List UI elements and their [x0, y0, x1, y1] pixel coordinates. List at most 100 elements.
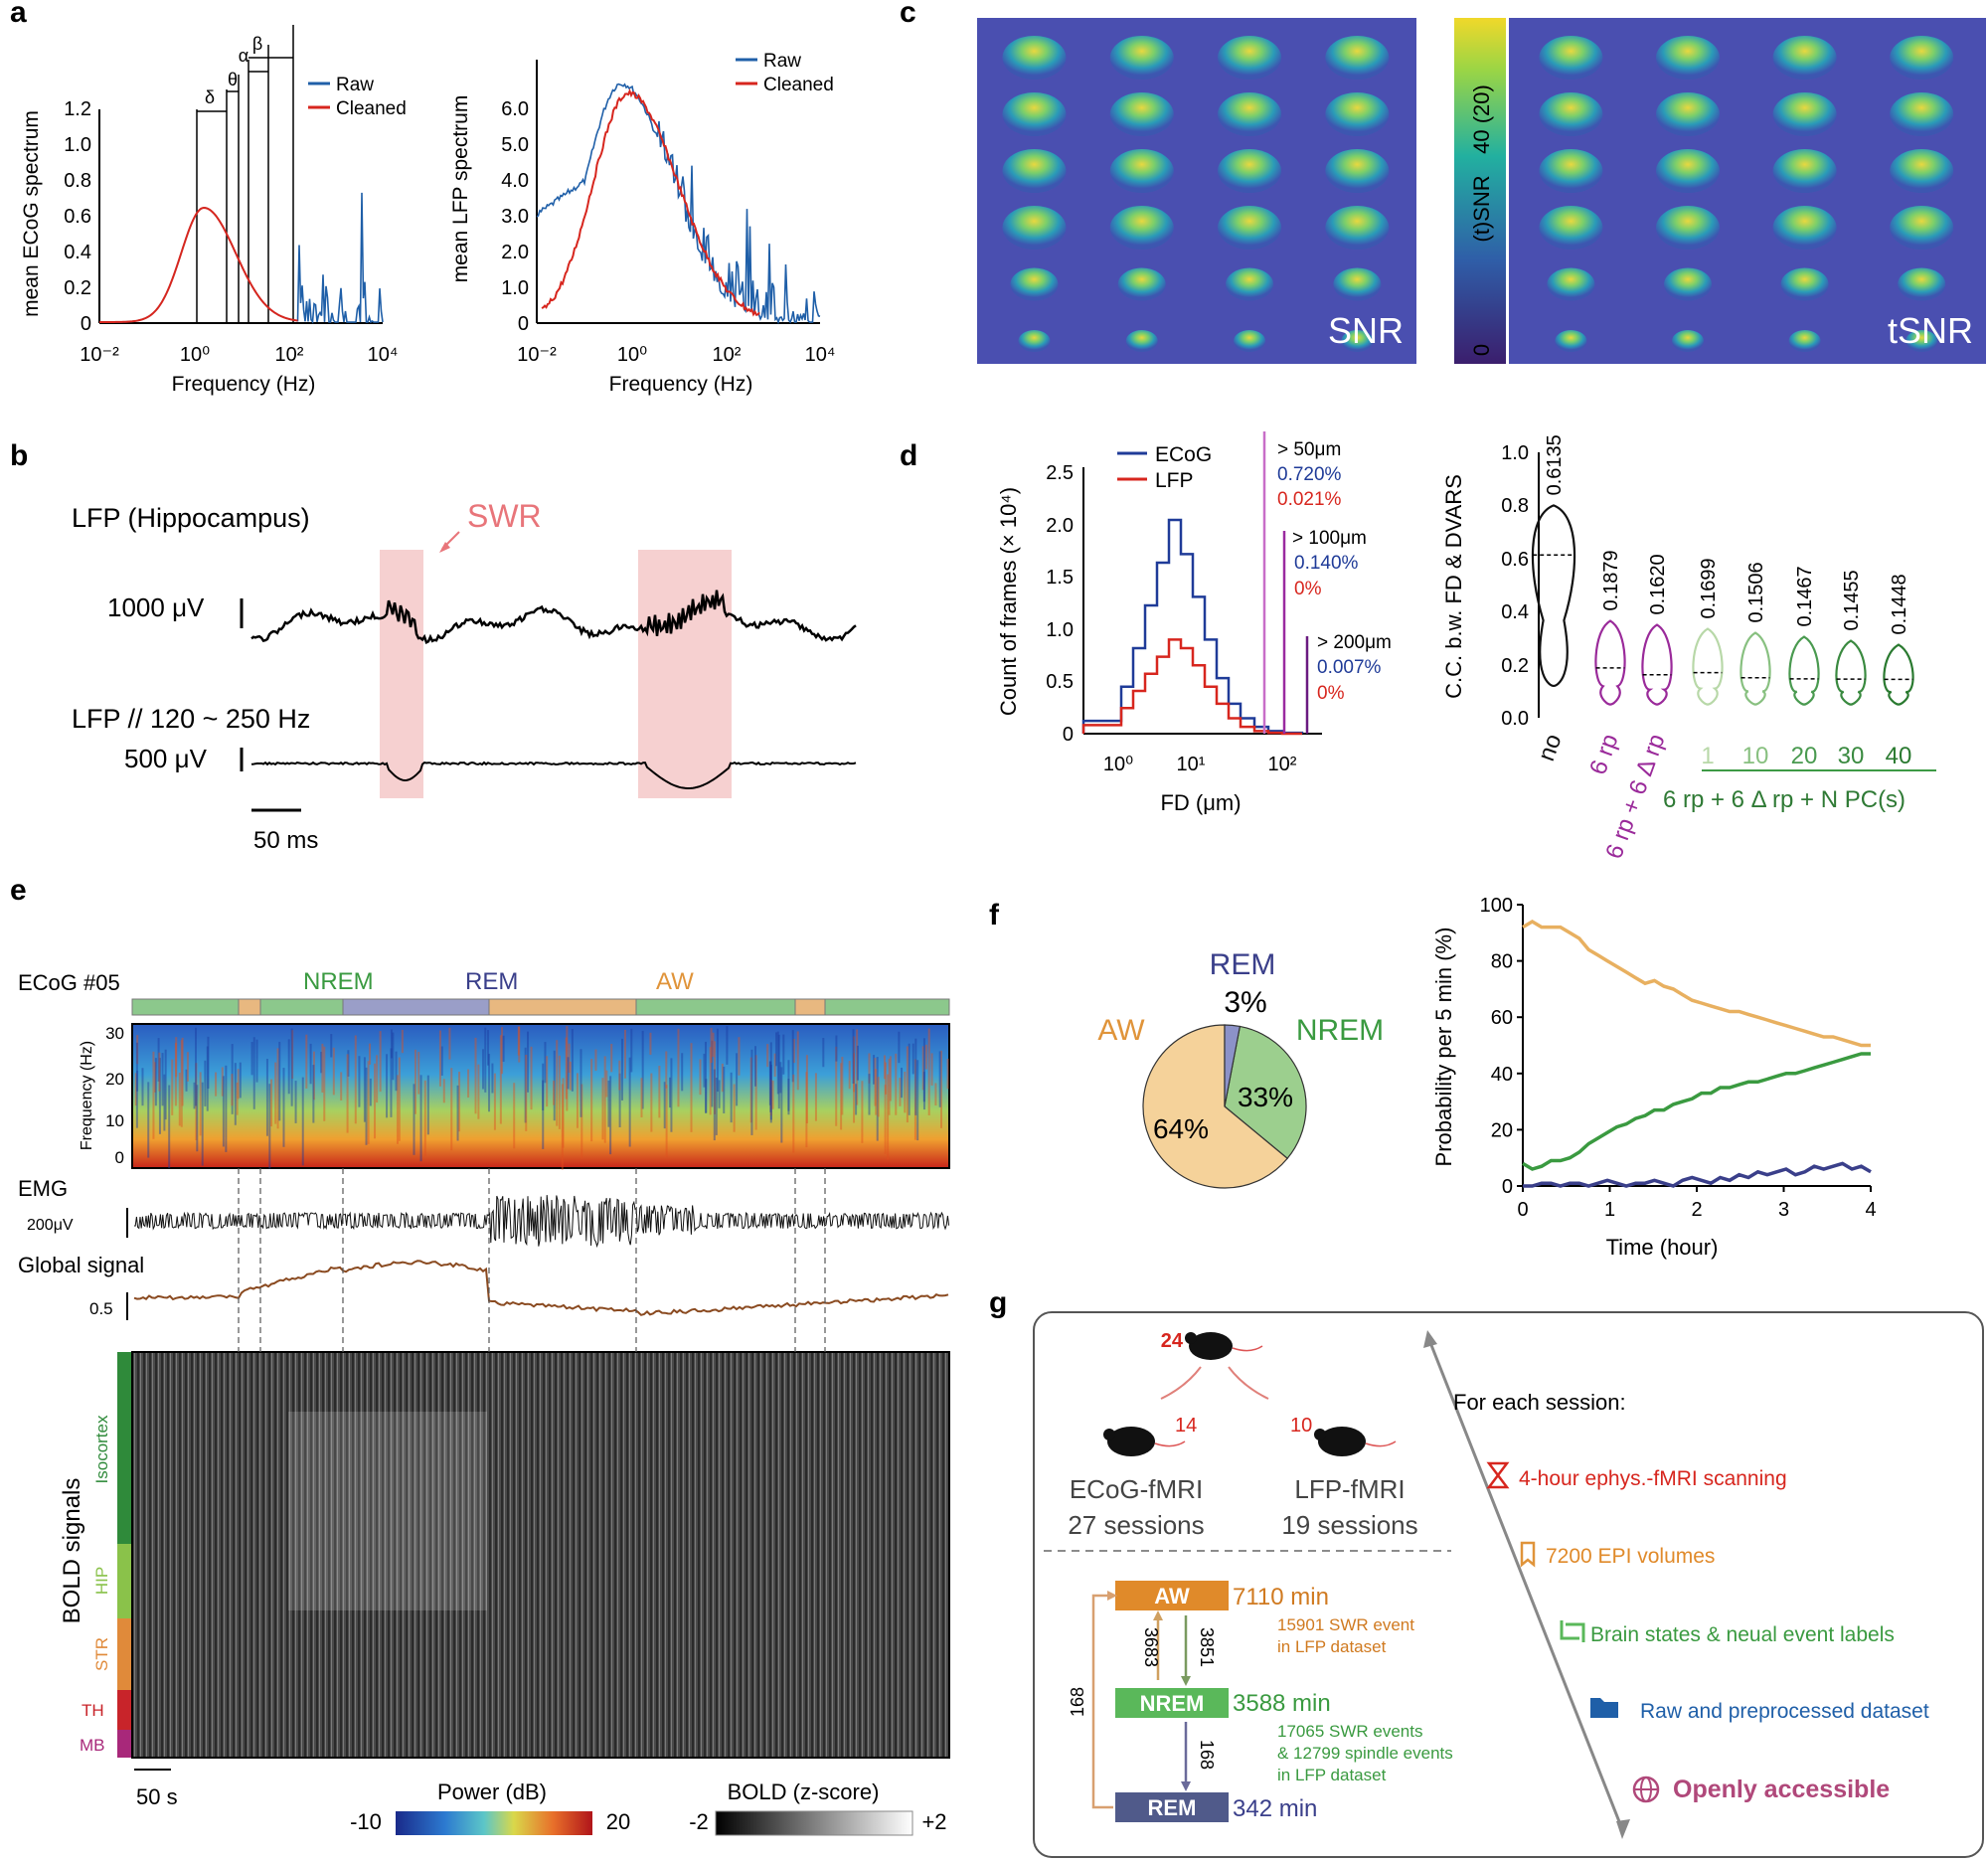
violin-7 [1883, 643, 1914, 706]
spectrogram-streak [312, 1051, 315, 1100]
spectrogram-streak [775, 1032, 778, 1067]
spectrogram-streak [312, 1065, 315, 1123]
spectrogram-streak [185, 1069, 188, 1092]
bookmark-icon [1520, 1541, 1536, 1568]
thr2-label: > 100μm [1292, 528, 1367, 549]
spectrogram-streak [712, 1032, 715, 1058]
violin-label: 30 [1838, 743, 1865, 769]
spectrogram-streak [705, 1079, 708, 1113]
bold-cb-label: BOLD (z-score) [728, 1779, 880, 1804]
spectrogram-streak [906, 1046, 909, 1123]
spectrogram-streak [390, 1029, 393, 1059]
spectrogram-streak [474, 1037, 477, 1114]
brain-slice [1656, 36, 1720, 80]
spectrogram-streak [376, 1055, 379, 1103]
pie-slice-nrem [1224, 1025, 1307, 1160]
spectrogram-streak [822, 1038, 825, 1068]
f-xtick: 2 [1691, 1199, 1702, 1221]
brain-slice [1547, 267, 1595, 301]
spectrogram-streak [754, 1055, 757, 1130]
spectrogram-streak [874, 1058, 877, 1106]
bold-max: +2 [921, 1809, 946, 1834]
g-ecog-n: 14 [1175, 1415, 1197, 1437]
violin-2 [1641, 623, 1673, 706]
brain-slice [1109, 206, 1174, 250]
thr1-ecog: 0.720% [1277, 464, 1342, 485]
g-t1: 3683 [1141, 1627, 1161, 1667]
spectrogram-streak [231, 1074, 234, 1106]
region-hip: HIP [92, 1567, 111, 1595]
spectrogram-streak [517, 1026, 520, 1056]
d-xtick: 10⁰ [1103, 754, 1133, 775]
freq-tick: 10 [105, 1111, 124, 1130]
violin-value: 0.1699 [1698, 558, 1720, 618]
spectrogram-streak [542, 1080, 545, 1110]
spectrogram-streak [417, 1052, 420, 1095]
g-aw-note2: in LFP dataset [1277, 1637, 1387, 1656]
a-right-ytick: 4.0 [501, 170, 529, 192]
spectrogram-streak [250, 1042, 253, 1076]
brain-slice [1109, 92, 1174, 136]
spectrogram-streak [558, 1055, 561, 1129]
spectrogram-streak [320, 1051, 323, 1074]
spectrogram-streak [553, 1050, 556, 1121]
raw-spectrum-line [536, 83, 821, 325]
panel-c: SNR tSNR 40 (20) (t)SNR 0 [977, 18, 1986, 364]
spectrogram-streak [157, 1038, 160, 1082]
brain-slice [1772, 149, 1837, 193]
spectrogram-streak [777, 1034, 780, 1109]
spectrogram-streak [414, 1049, 416, 1114]
spectrogram-streak [347, 1050, 350, 1077]
spectrogram-streak [658, 1066, 661, 1118]
spectrogram-streak [141, 1068, 144, 1106]
spectrogram-streak [934, 1083, 937, 1106]
spectrogram-streak [868, 1074, 871, 1115]
spectrogram-streak [358, 1056, 361, 1107]
violin-1 [1594, 619, 1626, 706]
brain-slice [1539, 149, 1603, 193]
a-right-ytick: 2.0 [501, 242, 529, 263]
a-left-legend-cleaned: Cleaned [336, 98, 407, 119]
state-rem: REM [465, 968, 518, 995]
spectrogram-streak [398, 1057, 401, 1141]
spectrogram-streak [677, 1028, 680, 1107]
pie-nrem: NREM [1296, 1014, 1384, 1047]
spectrogram-streak [618, 1073, 621, 1127]
a-left-xtick: 10⁰ [180, 344, 210, 366]
spectrogram-streak [911, 1043, 914, 1075]
violin-label: no [1533, 731, 1568, 764]
spectrogram-streak [136, 1070, 139, 1092]
hypnogram-segment [635, 998, 796, 1016]
hourglass-icon [1486, 1461, 1510, 1489]
brain-slice [1125, 330, 1158, 352]
spectrogram-streak [714, 1041, 717, 1114]
spectrogram-streak [876, 1057, 879, 1141]
panel-letter-e: e [10, 874, 27, 907]
spectrogram-streak [715, 1078, 718, 1135]
hypnogram-segment [794, 998, 826, 1016]
power-max: 20 [606, 1809, 630, 1834]
spectrogram-streak [423, 1080, 426, 1156]
ecog-spectrum-plot: 0 0.2 0.4 0.6 0.8 1.0 1.2 10⁻² 10⁰ 10² 1… [20, 25, 407, 396]
a-left-ytick: 0.2 [64, 277, 91, 299]
spectrogram-streak [814, 1073, 817, 1121]
f-ytick: 60 [1491, 1007, 1513, 1029]
spectrogram-streak [913, 1059, 916, 1140]
brain-slice [1890, 92, 1954, 136]
spectrogram-streak [340, 1072, 343, 1100]
spectrogram-streak [713, 1069, 716, 1141]
brain-slice [1226, 267, 1274, 301]
cleaned-spectrum-line [541, 88, 760, 317]
spectrogram-streak [716, 1028, 719, 1093]
spectrogram-streak [276, 1048, 279, 1129]
lfp-filtered-trace [250, 761, 857, 789]
brain-slice [1656, 149, 1720, 193]
spectrogram-streak [567, 1057, 570, 1090]
spectrogram-streak [769, 1042, 772, 1123]
cleaned-spectrum-line [99, 206, 298, 323]
v-ytick: 0.8 [1501, 495, 1529, 517]
colorbar-snr [1454, 18, 1506, 364]
panel-b: LFP (Hippocampus) SWR 1000 μV LFP // 120… [72, 498, 857, 854]
mouse-icon [1185, 1332, 1263, 1360]
spectrogram-streak [438, 1030, 441, 1087]
